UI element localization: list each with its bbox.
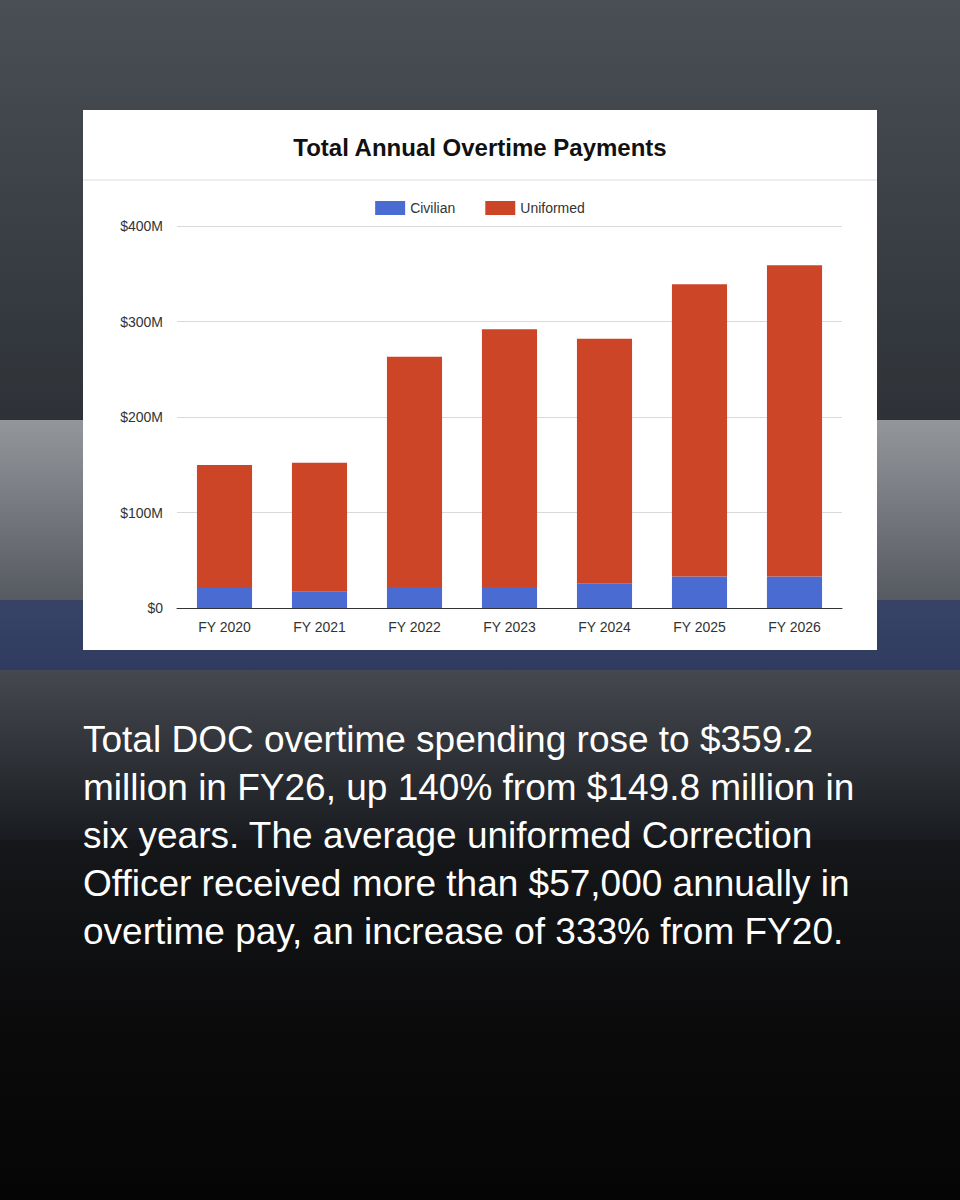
html-text:Total DOC overtime spending ro: Total DOC overtime spending rose to $359… [83, 719, 855, 952]
svg-text:FY 2022: FY 2022 [388, 619, 441, 635]
svg-text:Total Annual Overtime Payments: Total Annual Overtime Payments [293, 134, 666, 161]
svg-text:$100M: $100M [120, 505, 163, 521]
svg-text:FY 2026: FY 2026 [768, 619, 821, 635]
svg-text:FY 2024: FY 2024 [578, 619, 631, 635]
svg-text:FY 2025: FY 2025 [673, 619, 726, 635]
svg-text:$0: $0 [147, 600, 163, 616]
svg-text:$400M: $400M [120, 218, 163, 234]
svg-text:Uniformed: Uniformed [520, 200, 585, 216]
svg-text:$200M: $200M [120, 409, 163, 425]
svg-text:FY 2023: FY 2023 [483, 619, 536, 635]
svg-text:FY 2020: FY 2020 [198, 619, 251, 635]
svg-text:FY 2021: FY 2021 [293, 619, 346, 635]
svg-text:Civilian: Civilian [410, 200, 455, 216]
svg-text:$300M: $300M [120, 314, 163, 330]
